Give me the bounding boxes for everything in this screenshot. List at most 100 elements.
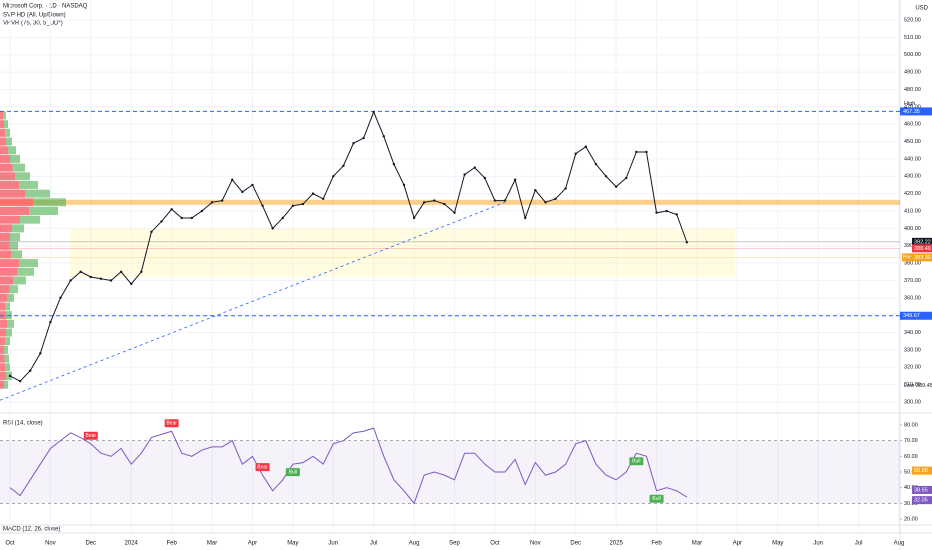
y-tick-label: 460.00 — [904, 122, 921, 128]
x-tick-label: Feb — [651, 541, 662, 547]
x-tick-label: Nov — [530, 541, 541, 547]
price-point — [342, 164, 345, 168]
volume-profile-bar — [0, 180, 38, 189]
price-line — [9, 110, 688, 382]
rsi-tag — [912, 496, 932, 505]
price-point — [140, 270, 143, 273]
low-caption: Low — [904, 383, 914, 389]
subtitle: SVP HD (All, Up/Down) — [3, 13, 66, 19]
price-tag — [912, 244, 932, 253]
volume-profile-bar — [0, 319, 14, 328]
price-point — [119, 270, 123, 273]
volume-profile-bar — [0, 120, 8, 129]
volume-profile-bar — [0, 111, 6, 120]
price-point — [503, 199, 507, 202]
volume-profile-bar — [0, 172, 30, 181]
price-point — [493, 199, 497, 202]
price-point — [372, 110, 375, 114]
y-tick-label: 490.00 — [904, 70, 921, 76]
price-point — [8, 374, 12, 378]
x-tick-label: Sep — [449, 541, 460, 547]
price-point — [311, 192, 315, 195]
price-point — [402, 183, 406, 187]
volume-profile-bar — [0, 137, 12, 146]
volume-profile-bar — [0, 363, 10, 372]
y-tick-label: 400.00 — [904, 226, 921, 232]
volume-profile-bar — [0, 380, 8, 389]
x-tick-label: Apr — [248, 541, 257, 547]
y-tick-label: 440.00 — [904, 156, 921, 162]
price-point — [604, 175, 608, 178]
trendline — [0, 201, 506, 401]
volume-profile-bar — [0, 276, 26, 285]
price-point — [473, 166, 476, 169]
signal-tag — [255, 463, 270, 472]
y-tick-label: 450.00 — [904, 139, 921, 145]
signal-tag — [83, 431, 98, 440]
price-point — [180, 216, 183, 220]
volume-profile-bar — [0, 345, 8, 354]
price-tag — [912, 253, 932, 262]
price-point — [18, 379, 22, 383]
x-tick-label: 2024 — [125, 541, 139, 547]
price-point — [281, 216, 284, 220]
price-point — [291, 204, 295, 207]
price-point — [59, 296, 62, 300]
price-point — [564, 187, 567, 190]
price-point — [29, 369, 32, 372]
y-tick-label: 520.00 — [904, 17, 921, 23]
volume-profile-bar — [0, 328, 12, 337]
volume-profile-bar — [0, 259, 38, 268]
volume-profile-bar — [0, 371, 12, 380]
rsi-tick-label: 30.00 — [904, 501, 918, 507]
signal-label: Bull — [632, 459, 640, 465]
price-tag — [912, 237, 932, 246]
volume-profile-bar — [0, 267, 34, 276]
price-point — [625, 176, 628, 180]
price-point — [130, 282, 133, 286]
price-point — [422, 201, 426, 204]
price-point — [231, 178, 234, 181]
y-tick-label: 380.00 — [904, 261, 921, 267]
x-tick-label: Jul — [370, 541, 378, 547]
price-point — [463, 173, 466, 176]
price-point — [675, 213, 678, 216]
rsi-tag-label: 50.88 — [914, 468, 928, 474]
y-tick-label: 410.00 — [904, 208, 921, 214]
volume-profile-bar — [0, 250, 22, 259]
x-tick-label: Mar — [692, 541, 702, 547]
rsi-tick-label: 60.00 — [904, 454, 918, 460]
price-point — [251, 183, 254, 187]
title: Microsoft Corp. · 1D · NASDAQ — [3, 4, 88, 10]
pre-tag — [902, 253, 912, 262]
level-tag — [900, 311, 932, 320]
y-tick-label: 480.00 — [904, 87, 921, 93]
rsi-tag-label: 32.05 — [914, 498, 928, 504]
signal-tag — [285, 468, 300, 477]
price-point — [433, 199, 436, 202]
level-tag-label: 467.35 — [903, 109, 920, 115]
level-tag-label: 349.67 — [903, 313, 920, 319]
price-point — [89, 275, 93, 279]
x-tick-label: Oct — [490, 541, 500, 547]
price-point — [534, 188, 537, 192]
x-tick-label: May — [772, 541, 783, 547]
volume-profile-bar — [0, 233, 20, 242]
x-tick-label: Nov — [45, 541, 56, 547]
rsi-tag — [912, 485, 932, 494]
y-tick-label: 360.00 — [904, 295, 921, 301]
x-tick-label: May — [287, 541, 298, 547]
price-point — [614, 185, 618, 188]
price-point — [79, 270, 82, 273]
y-tick-label: 430.00 — [904, 174, 921, 180]
price-point — [412, 216, 416, 220]
volume-profile-bar — [0, 146, 16, 155]
price-point — [513, 178, 517, 181]
volume-profile-bar — [0, 154, 20, 163]
price-point — [544, 201, 547, 204]
volume-profile-bar — [0, 224, 24, 233]
x-tick-label: 2025 — [609, 541, 623, 547]
x-tick-label: Jun — [813, 541, 823, 547]
price-point — [261, 204, 264, 207]
price-point — [210, 201, 214, 204]
